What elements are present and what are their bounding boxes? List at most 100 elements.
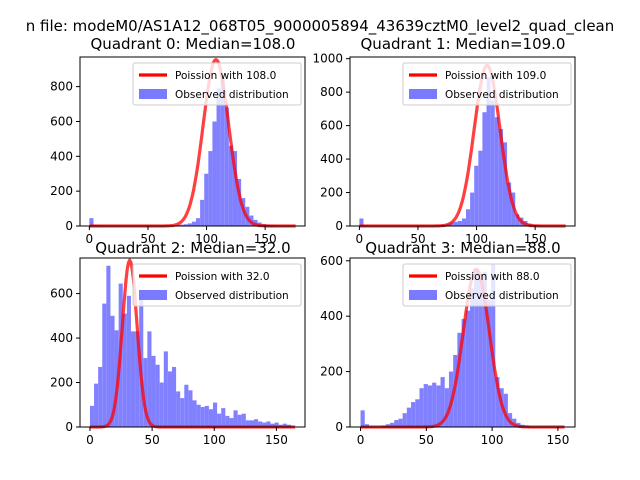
- legend-hist-label: Observed distribution: [175, 89, 289, 101]
- legend-hist-label: Observed distribution: [445, 89, 559, 101]
- hist-bar: [224, 107, 229, 226]
- legend: Poission with 88.0 Observed distribution: [402, 263, 572, 307]
- hist-bar: [180, 398, 185, 427]
- x-tick-label: 100: [195, 232, 218, 246]
- hist-bar: [110, 315, 115, 427]
- hist-bar: [147, 331, 152, 427]
- hist-bar: [478, 277, 483, 427]
- hist-bar: [208, 151, 213, 226]
- hist-bar: [282, 423, 287, 427]
- hist-bar: [274, 422, 279, 427]
- legend-hist-swatch: [409, 89, 437, 99]
- y-tick-label: 200: [320, 365, 343, 379]
- hist-bar: [143, 358, 148, 427]
- hist-bar: [89, 218, 94, 226]
- hist-bar: [233, 410, 238, 427]
- subplot-title: Quadrant 3: Median=88.0: [365, 239, 560, 257]
- hist-bar: [241, 413, 246, 427]
- hist-bar: [176, 391, 181, 427]
- hist-bar: [213, 402, 218, 427]
- legend-fit-label: Poission with 88.0: [445, 271, 540, 283]
- x-tick-label: 50: [419, 433, 434, 447]
- hist-bar: [270, 423, 275, 427]
- legend: Poission with 32.0 Observed distribution: [132, 263, 302, 307]
- hist-bar: [155, 364, 160, 427]
- legend-box: [132, 263, 302, 307]
- hist-bar: [490, 100, 495, 226]
- hist-bar: [461, 318, 466, 427]
- hist-bar: [130, 331, 136, 427]
- hist-bar: [204, 173, 209, 226]
- y-tick-label: 1000: [312, 52, 343, 66]
- hist-bar: [163, 351, 168, 427]
- hist-bar: [436, 385, 441, 427]
- subplot-quadrant-2: 0 50 100 150 0 200 400 600 Poission with 32.0 Obs…: [50, 239, 306, 447]
- hist-bar: [411, 402, 416, 427]
- hist-bar: [191, 221, 197, 226]
- axes-frame: [79, 257, 306, 428]
- x-tick-label: 50: [140, 232, 155, 246]
- x-tick-label: 50: [410, 232, 425, 246]
- hist-bar: [249, 420, 255, 427]
- x-tick-label: 0: [86, 232, 94, 246]
- x-tick-label: 100: [465, 232, 488, 246]
- subplot-quadrant-3: 0 50 100 150 0 200 400 600 Poission with 88.0 Obs…: [320, 239, 576, 447]
- hist-bar: [220, 77, 225, 226]
- y-tick-label: 800: [320, 85, 343, 99]
- hist-bar: [406, 407, 412, 427]
- y-tick-label: 600: [50, 114, 73, 128]
- hist-bar: [204, 405, 209, 427]
- legend-box: [402, 263, 572, 307]
- x-tick-label: 100: [203, 433, 226, 447]
- hist-bar: [232, 151, 238, 226]
- hist-bar: [457, 332, 462, 427]
- subplot-title: Quadrant 0: Median=108.0: [91, 35, 296, 53]
- hist-bar: [106, 265, 111, 427]
- hist-bar: [200, 199, 205, 226]
- hist-bar: [394, 420, 399, 427]
- hist-bar: [200, 406, 205, 427]
- hist-bar: [457, 220, 462, 226]
- hist-bar: [126, 295, 131, 427]
- hist-bar: [390, 422, 395, 427]
- x-tick-label: 0: [357, 433, 365, 447]
- hist-bar: [503, 393, 508, 427]
- hist-bar: [254, 419, 259, 427]
- hist-bar: [221, 408, 226, 427]
- hist-bar: [94, 383, 99, 427]
- hist-bar: [512, 418, 517, 427]
- hist-bar: [245, 420, 250, 427]
- hist-bar: [179, 224, 184, 226]
- hist-bar: [498, 128, 503, 226]
- x-tick-label: 150: [546, 433, 569, 447]
- hist-bar: [151, 355, 156, 427]
- hist-bar: [440, 377, 445, 427]
- hist-bar: [482, 112, 487, 226]
- y-tick-label: 400: [320, 309, 343, 323]
- hist-bar: [494, 117, 499, 226]
- hist-bar: [258, 421, 263, 427]
- legend-hist-swatch: [139, 89, 167, 99]
- axes-frame: [349, 257, 576, 428]
- hist-bar: [359, 218, 364, 226]
- hist-bar: [453, 221, 458, 226]
- hist-bar: [461, 218, 467, 226]
- hist-bar: [482, 271, 487, 427]
- x-tick-label: 150: [254, 232, 277, 246]
- legend-fit-label: Poission with 108.0: [175, 70, 276, 82]
- legend: Poission with 109.0 Observed distribution: [402, 62, 572, 106]
- legend-box: [402, 62, 572, 106]
- y-tick-label: 200: [320, 186, 343, 200]
- legend-box: [132, 62, 302, 106]
- hist-bar: [196, 404, 201, 427]
- hist-bar: [188, 390, 193, 427]
- y-tick-label: 800: [50, 80, 73, 94]
- legend-hist-swatch: [139, 290, 167, 300]
- hist-bar: [478, 150, 483, 226]
- y-tick-label: 0: [65, 420, 73, 434]
- hist-bar: [266, 421, 271, 427]
- legend-fit-label: Poission with 109.0: [445, 70, 546, 82]
- legend: Poission with 108.0 Observed distribution: [132, 62, 302, 106]
- hist-bar: [415, 399, 420, 427]
